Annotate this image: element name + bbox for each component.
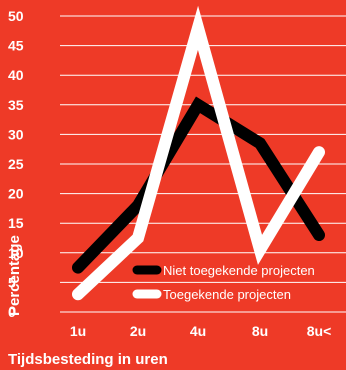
y-tick-label: 15: [8, 215, 24, 231]
y-tick-label: 20: [8, 186, 24, 202]
legend-label-niet-toegekende: Niet toegekende projecten: [163, 263, 315, 278]
y-tick-label: 35: [8, 97, 24, 113]
y-tick-label: 0: [8, 304, 16, 320]
legend: Niet toegekende projecten Toegekende pro…: [132, 263, 315, 302]
x-axis-title: Tijdsbesteding in uren: [8, 351, 168, 368]
series-line-niet-toegekende: [72, 96, 325, 274]
x-tick-label: 8u: [252, 323, 268, 339]
x-tick-label: 8u<: [307, 323, 332, 339]
y-axis-title: Percentage: [6, 235, 23, 316]
series-line-toegekende: [72, 5, 325, 301]
x-tick-label: 1u: [70, 323, 86, 339]
legend-label-toegekende: Toegekende projecten: [163, 287, 291, 302]
y-tick-label: 40: [8, 67, 24, 83]
y-tick-label: 5: [8, 274, 16, 290]
y-tick-label: 45: [8, 38, 24, 54]
x-axis-ticks: 1u 2u 4u 8u 8u<: [70, 323, 331, 339]
y-tick-label: 50: [8, 8, 24, 24]
gridlines: [60, 15, 346, 313]
y-tick-label: 10: [8, 245, 24, 261]
x-tick-label: 2u: [130, 323, 146, 339]
y-axis-ticks: 0 5 10 15 20 25 30 35 40 45 50: [8, 8, 24, 320]
y-tick-label: 25: [8, 156, 24, 172]
y-tick-label: 30: [8, 126, 24, 142]
series-lines: [72, 5, 325, 301]
x-tick-label: 4u: [190, 323, 206, 339]
